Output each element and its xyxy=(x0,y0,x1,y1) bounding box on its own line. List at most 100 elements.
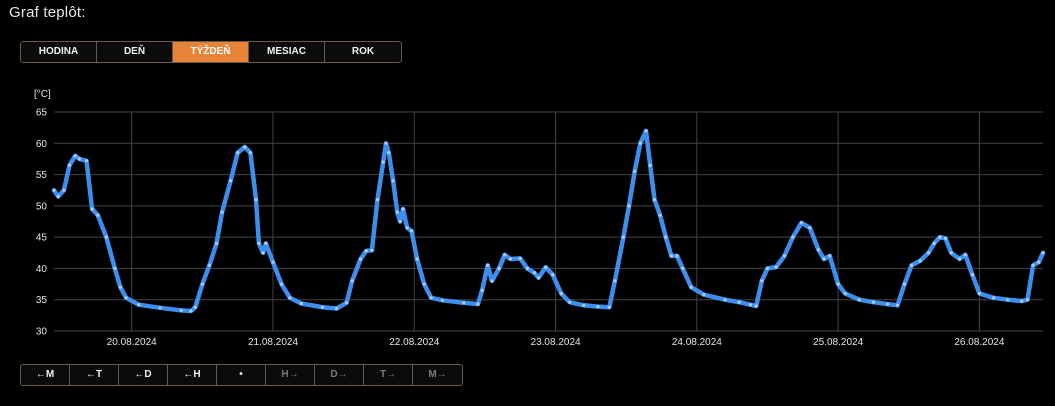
data-point xyxy=(723,298,727,302)
data-point xyxy=(486,263,490,267)
data-point xyxy=(84,159,89,163)
data-point xyxy=(774,265,778,269)
forward-month-button[interactable]: M→ xyxy=(413,365,462,385)
data-point xyxy=(551,273,555,277)
data-point xyxy=(1025,298,1030,302)
tab-week[interactable]: TÝŽDEŇ xyxy=(173,42,249,62)
data-point xyxy=(335,306,339,311)
data-point xyxy=(62,188,66,192)
forward-day-button[interactable]: D→ xyxy=(315,365,364,385)
back-week-button[interactable]: ←T xyxy=(70,365,119,385)
data-point xyxy=(992,296,996,300)
data-point xyxy=(497,266,501,270)
data-point xyxy=(320,305,324,309)
data-point xyxy=(537,276,541,280)
data-point xyxy=(652,198,657,202)
period-tabs: HODINA DEŇ TÝŽDEŇ MESIAC ROK xyxy=(20,41,402,63)
data-point xyxy=(220,210,224,214)
data-point xyxy=(828,254,832,258)
now-button[interactable]: • xyxy=(217,365,266,385)
data-point xyxy=(158,306,162,310)
forward-hour-button[interactable]: H→ xyxy=(266,365,315,385)
data-point xyxy=(90,207,94,211)
data-point xyxy=(568,300,572,304)
temperature-series-line xyxy=(51,128,1046,314)
data-point xyxy=(836,282,840,286)
back-day-button[interactable]: ←D xyxy=(119,365,168,385)
data-point xyxy=(871,300,876,304)
data-point xyxy=(927,251,931,255)
data-point xyxy=(508,257,512,261)
data-point xyxy=(782,254,787,258)
x-tick-label: 26.08.2024 xyxy=(954,337,1004,348)
data-point xyxy=(271,260,275,264)
y-tick-label: 40 xyxy=(36,264,48,275)
data-point xyxy=(77,157,81,161)
data-point xyxy=(621,235,626,239)
data-point xyxy=(384,141,388,145)
tab-year[interactable]: ROK xyxy=(325,42,401,62)
data-point xyxy=(518,256,522,260)
tab-day[interactable]: DEŇ xyxy=(97,42,173,62)
data-point xyxy=(938,235,942,239)
data-point xyxy=(675,254,679,258)
data-point xyxy=(1020,299,1024,303)
data-point xyxy=(949,251,953,255)
data-point xyxy=(200,282,204,286)
data-point xyxy=(503,253,507,257)
data-point xyxy=(415,257,419,261)
data-point xyxy=(1037,260,1041,264)
data-point xyxy=(816,248,821,252)
data-point xyxy=(422,282,426,286)
data-point xyxy=(737,300,741,304)
data-point xyxy=(627,204,631,208)
data-point xyxy=(462,301,466,305)
data-point xyxy=(248,151,252,155)
back-month-button[interactable]: ←M xyxy=(21,365,70,385)
back-hour-button[interactable]: ←H xyxy=(168,365,217,385)
data-point xyxy=(214,241,219,245)
data-point xyxy=(381,160,385,164)
data-point xyxy=(918,259,922,263)
tab-month[interactable]: MESIAC xyxy=(249,42,325,62)
y-tick-label: 50 xyxy=(36,201,48,212)
data-point xyxy=(104,235,108,239)
data-point xyxy=(350,279,354,283)
time-navigation: ←M ←T ←D ←H • H→ D→ T→ M→ xyxy=(20,364,463,386)
data-point xyxy=(958,257,962,261)
data-point xyxy=(658,213,662,217)
data-point xyxy=(582,303,586,307)
data-point xyxy=(689,285,693,289)
data-point xyxy=(754,304,758,308)
data-point xyxy=(648,163,652,167)
chart-labels: 30 35 40 45 50 55 60 65 20.08.2024 21.08.2024 22.0… xyxy=(34,89,1005,348)
y-tick-label: 45 xyxy=(36,233,48,244)
x-tick-label: 22.08.2024 xyxy=(389,337,439,348)
tab-hour[interactable]: HODINA xyxy=(21,42,97,62)
chart-series xyxy=(51,128,1046,314)
data-point xyxy=(902,282,907,286)
data-point xyxy=(359,257,363,261)
data-point xyxy=(760,279,764,283)
data-point xyxy=(395,210,399,214)
chart-grid xyxy=(54,111,1043,332)
forward-week-button[interactable]: T→ xyxy=(364,365,413,385)
data-point xyxy=(409,229,414,233)
data-point xyxy=(179,308,183,312)
data-point xyxy=(977,291,982,296)
data-point xyxy=(118,285,122,289)
data-point xyxy=(193,305,197,309)
data-point xyxy=(963,253,967,257)
data-point xyxy=(669,254,674,258)
data-point xyxy=(261,251,265,255)
data-point xyxy=(843,291,847,296)
data-point xyxy=(113,266,117,270)
x-tick-label: 23.08.2024 xyxy=(531,337,581,348)
data-point xyxy=(681,266,685,270)
data-point xyxy=(596,305,600,309)
data-point xyxy=(429,296,433,300)
data-point xyxy=(254,198,258,202)
data-point xyxy=(73,154,77,158)
data-point xyxy=(895,303,900,307)
data-point xyxy=(633,169,637,173)
